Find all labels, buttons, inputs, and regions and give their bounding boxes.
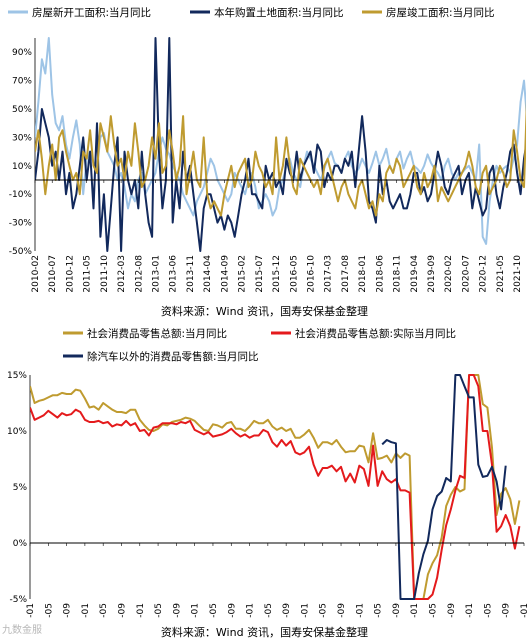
x-tick-label: 2014-09 (117, 603, 127, 618)
top-legend: 房屋新开工面积:当月同比 本年购置土地面积:当月同比 房屋竣工面积:当月同比 (8, 6, 495, 19)
x-tick-label: 2019-05 (374, 603, 384, 618)
x-tick-label: 2013-09 (63, 603, 73, 618)
x-tick-label: 2021-09 (502, 603, 512, 618)
series-line-2 (30, 374, 521, 600)
x-tick-label: 2014-05 (99, 603, 109, 618)
watermark-logo: 九数金服 (2, 625, 42, 636)
top-y-axis: -50% -30% -10% 10% 30% 50% 70% 90% (9, 38, 36, 257)
legend-label: 房屋竣工面积:当月同比 (386, 6, 495, 19)
y-tick-label: 5% (13, 483, 28, 493)
x-tick-label: 2018-01 (358, 255, 368, 293)
x-tick-label: 2016-05 (289, 255, 299, 293)
top-source-caption: 资料来源：Wind 资讯，国寿安保基金整理 (160, 305, 369, 318)
x-tick-label: 2013-11 (186, 255, 196, 293)
x-tick-label: 2010-07 (48, 255, 58, 293)
x-tick-label: 2014-01 (81, 603, 91, 618)
y-tick-label: 10% (7, 427, 27, 437)
x-tick-label: 2015-12 (272, 255, 282, 293)
x-tick-label: 2011-10 (100, 255, 110, 293)
x-tick-label: 2014-09 (220, 255, 230, 293)
y-tick-label: 70% (12, 77, 32, 87)
x-tick-label: 2017-03 (324, 255, 334, 293)
series-line-1 (30, 374, 521, 600)
legend-label: 社会消费品零售总额:当月同比 (87, 327, 227, 340)
x-tick-label: 2017-01 (246, 603, 256, 618)
x-tick-label: 2013-01 (26, 603, 36, 618)
x-tick-label: 2020-02 (444, 255, 454, 293)
x-tick-label: 2021-05 (496, 255, 506, 293)
x-tick-label: 2020-09 (447, 603, 457, 618)
x-tick-label: 2019-01 (355, 603, 365, 618)
series-line-3 (35, 99, 526, 217)
x-tick-label: 2014-04 (203, 255, 213, 293)
x-tick-label: 2012-08 (134, 255, 144, 293)
legend-label: 社会消费品零售总额:实际当月同比 (295, 327, 456, 340)
x-tick-label: 2020-12 (479, 255, 489, 293)
series-line-2 (35, 37, 526, 252)
x-tick-label: 2017-05 (264, 603, 274, 618)
x-tick-label: 2013-05 (44, 603, 54, 618)
x-tick-label: 2018-05 (319, 603, 329, 618)
x-tick-label: 2018-11 (393, 255, 403, 293)
x-tick-label: 2016-09 (227, 603, 237, 618)
x-tick-label: 2015-09 (172, 603, 182, 618)
y-tick-label: 30% (12, 133, 32, 143)
x-tick-label: 2013-01 (152, 255, 162, 293)
bottom-x-axis: 2013-01 2013-05 2013-09 2014-01 2014-05 2014-… (26, 542, 529, 618)
x-tick-label: 2019-09 (392, 603, 402, 618)
x-tick-label: 2020-07 (461, 255, 471, 293)
bottom-source-caption: 资料来源：Wind 资讯，国寿安保基金整理 (160, 626, 369, 639)
x-tick-label: 2010-02 (31, 255, 41, 293)
y-tick-label: 0% (13, 539, 28, 549)
legend-label: 本年购置土地面积:当月同比 (214, 6, 344, 19)
x-tick-label: 2015-01 (136, 603, 146, 618)
top-x-axis: 2010-02 2010-07 2010-12 2011-05 2011-10 2012-… (31, 179, 524, 293)
y-tick-label: -10% (9, 190, 33, 200)
y-tick-label: 50% (12, 105, 32, 115)
bottom-legend: 社会消费品零售总额:当月同比 社会消费品零售总额:实际当月同比除汽车以外的消费品零… (63, 327, 456, 363)
x-tick-label: 2018-01 (300, 603, 310, 618)
x-tick-label: 2015-07 (255, 255, 265, 293)
y-tick-label: -5% (9, 595, 27, 605)
bottom-line-chart: 社会消费品零售总额:当月同比 社会消费品零售总额:实际当月同比除汽车以外的消费品零… (7, 327, 529, 618)
y-tick-label: 10% (12, 162, 32, 172)
x-tick-label: 2022-01 (520, 603, 529, 618)
x-tick-label: 2013-06 (169, 255, 179, 293)
x-tick-label: 2020-01 (410, 603, 420, 618)
x-tick-label: 2012-03 (117, 255, 127, 293)
x-tick-label: 2010-12 (65, 255, 75, 293)
x-tick-label: 2019-04 (410, 255, 420, 293)
legend-label: 房屋新开工面积:当月同比 (32, 6, 151, 19)
top-line-chart: 房屋新开工面积:当月同比 本年购置土地面积:当月同比 房屋竣工面积:当月同比 -50… (8, 6, 526, 293)
x-tick-label: 2016-01 (191, 603, 201, 618)
x-tick-label: 2015-05 (154, 603, 164, 618)
legend-label: 除汽车以外的消费品零售额:当月同比 (87, 350, 259, 363)
x-tick-label: 2021-01 (465, 603, 475, 618)
x-tick-label: 2019-09 (427, 255, 437, 293)
y-tick-label: 15% (7, 371, 27, 381)
bottom-y-axis: -5% 0% 5% 10% 15% (7, 371, 31, 605)
x-tick-label: 2021-10 (513, 255, 523, 293)
top-series-lines (35, 37, 526, 252)
x-tick-label: 2011-05 (83, 255, 93, 293)
x-tick-label: 2017-09 (282, 603, 292, 618)
x-tick-label: 2016-05 (209, 603, 219, 618)
y-tick-label: -50% (9, 247, 33, 257)
bottom-series-lines (30, 374, 521, 600)
x-tick-label: 2015-02 (238, 255, 248, 293)
x-tick-label: 2018-09 (337, 603, 347, 618)
x-tick-label: 2018-06 (375, 255, 385, 293)
y-tick-label: -30% (9, 219, 33, 229)
x-tick-label: 2017-08 (341, 255, 351, 293)
series-line-3 (381, 374, 507, 600)
x-tick-label: 2016-10 (306, 255, 316, 293)
x-tick-label: 2020-05 (429, 603, 439, 618)
series-line-1 (35, 37, 526, 245)
x-tick-label: 2021-05 (483, 603, 493, 618)
y-tick-label: 90% (12, 48, 32, 58)
